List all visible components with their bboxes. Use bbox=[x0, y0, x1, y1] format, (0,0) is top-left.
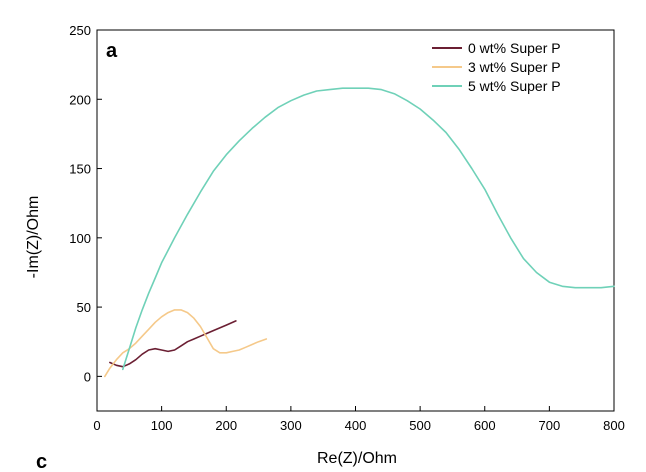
x-tick-label: 300 bbox=[280, 418, 302, 433]
y-axis-title: -Im(Z)/Ohm bbox=[25, 196, 42, 279]
x-tick-label: 700 bbox=[539, 418, 561, 433]
y-tick-label: 200 bbox=[69, 92, 91, 107]
series-line-1 bbox=[109, 320, 237, 368]
legend: 0 wt% Super P 3 wt% Super P 5 wt% Super P bbox=[432, 40, 561, 94]
x-tick-label: 400 bbox=[345, 418, 367, 433]
y-tick-label: 50 bbox=[77, 300, 91, 315]
x-tick-label: 800 bbox=[603, 418, 625, 433]
legend-label-2: 3 wt% Super P bbox=[468, 59, 561, 75]
panel-label: a bbox=[106, 40, 118, 62]
series-line-3 bbox=[122, 87, 615, 371]
x-tick-label: 500 bbox=[409, 418, 431, 433]
x-tick-label: 100 bbox=[151, 418, 173, 433]
x-tick-label: 200 bbox=[215, 418, 237, 433]
series-layer bbox=[104, 87, 615, 378]
legend-label-3: 5 wt% Super P bbox=[468, 78, 561, 94]
bottom-panel-label: c bbox=[36, 451, 47, 472]
y-tick-label: 250 bbox=[69, 23, 91, 38]
y-tick-label: 100 bbox=[69, 231, 91, 246]
x-tick-label: 0 bbox=[93, 418, 100, 433]
legend-label-1: 0 wt% Super P bbox=[468, 40, 561, 56]
x-axis-title: Re(Z)/Ohm bbox=[317, 450, 397, 467]
y-tick-label: 0 bbox=[84, 369, 91, 384]
y-axis: 0 50 100 150 200 250 bbox=[69, 23, 102, 384]
y-tick-label: 150 bbox=[69, 162, 91, 177]
x-axis: 0 100 200 300 400 500 600 700 800 bbox=[93, 406, 625, 433]
x-tick-label: 600 bbox=[474, 418, 496, 433]
